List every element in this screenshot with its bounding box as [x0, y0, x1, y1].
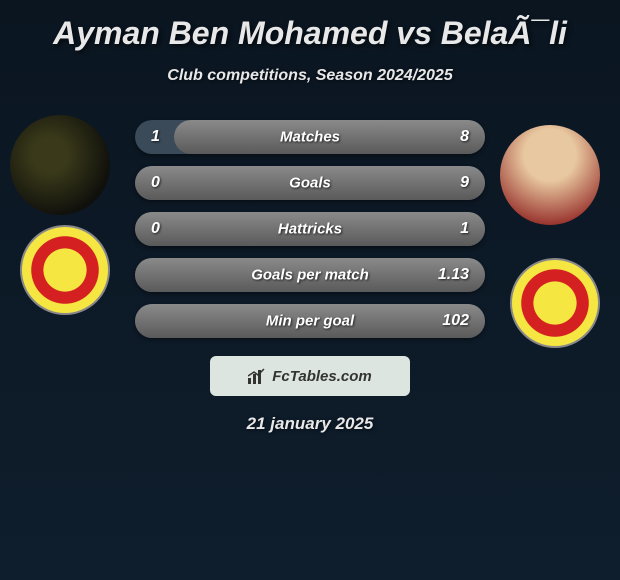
stat-label: Goals	[289, 175, 331, 192]
stat-right-value: 1	[460, 220, 469, 238]
stat-label: Goals per match	[251, 267, 369, 284]
stat-right-value: 8	[460, 128, 469, 146]
club-left-logo	[20, 225, 110, 315]
stat-label: Min per goal	[266, 313, 354, 330]
stat-left-value: 0	[151, 174, 160, 192]
watermark: FcTables.com	[210, 356, 410, 396]
stat-right-value: 1.13	[438, 266, 469, 284]
stat-label: Hattricks	[278, 221, 342, 238]
watermark-text: FcTables.com	[272, 368, 371, 385]
stat-row-hattricks: 0 Hattricks 1	[135, 212, 485, 246]
stat-row-mpg: Min per goal 102	[135, 304, 485, 338]
player-right-avatar	[500, 125, 600, 225]
club-right-logo	[510, 258, 600, 348]
stat-right-value: 102	[442, 312, 469, 330]
stat-right-value: 9	[460, 174, 469, 192]
stat-row-gpm: Goals per match 1.13	[135, 258, 485, 292]
page-subtitle: Club competitions, Season 2024/2025	[10, 67, 610, 85]
player-left-avatar	[10, 115, 110, 215]
stats-area: 1 Matches 8 0 Goals 9 0 Hattricks 1 Goal…	[135, 120, 485, 338]
stat-left-value: 1	[151, 128, 160, 146]
stat-label: Matches	[280, 129, 340, 146]
chart-bars-icon	[248, 368, 266, 384]
page-title: Ayman Ben Mohamed vs BelaÃ¯li	[10, 15, 610, 52]
stat-row-goals: 0 Goals 9	[135, 166, 485, 200]
stat-left-value: 0	[151, 220, 160, 238]
stat-row-matches: 1 Matches 8	[135, 120, 485, 154]
date-label: 21 january 2025	[10, 414, 610, 434]
